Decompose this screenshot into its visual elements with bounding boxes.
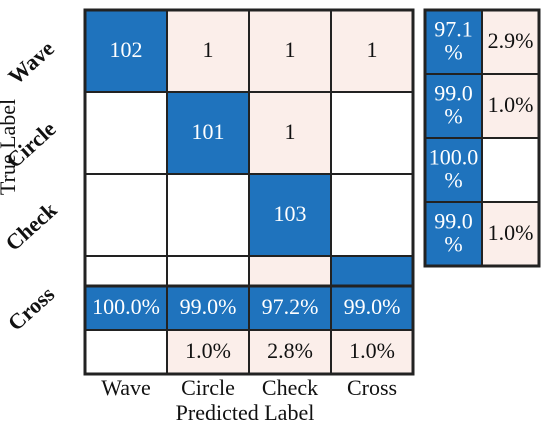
- main-confusion-grid: 1021111011103195: [83, 8, 415, 340]
- row-summary-error-cell: [481, 137, 540, 203]
- row-summary-correct-cell: [424, 137, 483, 203]
- matrix-value: 1: [367, 37, 378, 62]
- column-summary-grid: 100.0% 99.0% 97.2% 99.0% 1.0% 2.8% 1.0%: [83, 284, 415, 376]
- matrix-cell: [248, 9, 332, 93]
- column-summary-error-cell: [84, 329, 168, 375]
- matrix-value: 103: [274, 201, 307, 226]
- row-summary-correct-value: 99.0%: [434, 81, 473, 129]
- matrix-value: 1: [285, 119, 296, 144]
- matrix-value: 1: [285, 37, 296, 62]
- row-summary-correct-value: 100.0%: [429, 145, 479, 193]
- row-summary-correct-cell: [424, 201, 483, 267]
- column-summary-correct-value: 97.2%: [262, 294, 319, 319]
- column-summary-frame: [83, 284, 415, 376]
- column-summary-error-value: 2.8%: [267, 338, 313, 363]
- row-summary-error-cell: [481, 201, 540, 267]
- column-summary-correct-value: 99.0%: [344, 294, 401, 319]
- column-summary-error-value: 1.0%: [185, 338, 231, 363]
- column-summary-error-value: 1.0%: [349, 338, 395, 363]
- predicted-class-label: Check: [262, 375, 318, 400]
- row-summary-error-value: 2.9%: [488, 28, 534, 53]
- column-summary-correct-value: 99.0%: [180, 294, 237, 319]
- y-axis-title: True Label: [0, 99, 20, 195]
- row-summary-correct-value: 99.0%: [434, 209, 473, 257]
- true-class-label: Check: [0, 197, 62, 256]
- x-axis-title: Predicted Label: [176, 400, 315, 425]
- predicted-class-label: Wave: [101, 375, 151, 400]
- column-summary-correct-cell: [330, 285, 414, 331]
- row-summary-error-value: 1.0%: [488, 92, 534, 117]
- matrix-value: 101: [192, 119, 225, 144]
- matrix-cell: [248, 173, 332, 257]
- row-summary-correct-value: 97.1%: [434, 17, 473, 65]
- matrix-cell: [84, 173, 168, 257]
- true-class-label: Cross: [3, 281, 60, 336]
- row-summary-error-value: 1.0%: [488, 220, 534, 245]
- row-summary-correct-cell: [424, 9, 483, 75]
- predicted-class-label: Circle: [181, 375, 235, 400]
- row-summary-frame: [423, 8, 541, 268]
- column-summary-correct-value: 100.0%: [92, 294, 160, 319]
- predicted-class-label: Cross: [347, 375, 397, 400]
- column-summary-error-cell: [166, 329, 250, 375]
- matrix-cell: [330, 173, 414, 257]
- column-summary-error-cell: [330, 329, 414, 375]
- row-summary-grid: 97.1% 2.9% 99.0% 1.0% 100.0 % 99.0% 1.0%: [423, 8, 541, 268]
- matrix-cell: [166, 91, 250, 175]
- matrix-cell: [166, 173, 250, 257]
- matrix-value: 102: [110, 37, 143, 62]
- matrix-value: 1: [203, 37, 214, 62]
- matrix-cell: [84, 91, 168, 175]
- true-class-label: Wave: [3, 35, 59, 89]
- matrix-cell: [330, 91, 414, 175]
